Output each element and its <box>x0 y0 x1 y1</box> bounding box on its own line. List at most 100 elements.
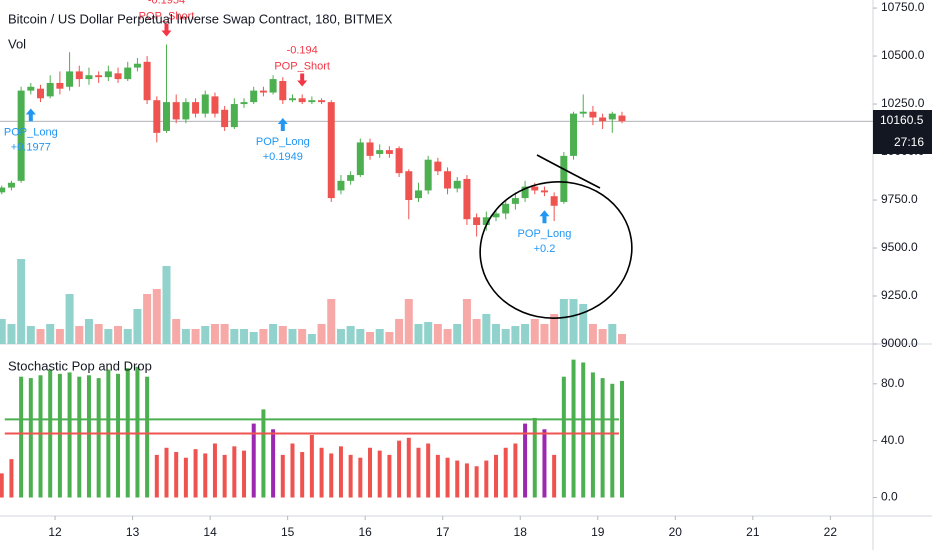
candle-body <box>56 82 64 89</box>
candle-body <box>288 98 296 101</box>
volume-bar <box>7 324 16 344</box>
stoch-bar <box>9 459 14 498</box>
y-tick-label: 10500.0 <box>881 48 925 62</box>
volume-bar <box>162 266 171 344</box>
candle-body <box>250 90 258 103</box>
volume-bar <box>385 332 394 344</box>
stoch-bar <box>135 366 140 498</box>
volume-bar <box>501 329 510 344</box>
stoch-bar <box>397 440 402 498</box>
stoch-bar <box>338 446 343 498</box>
countdown: 27:16 <box>894 135 924 149</box>
candle-body <box>27 86 35 91</box>
stoch-bar <box>503 447 508 498</box>
annotation-detail: -0.194 <box>287 44 318 56</box>
stoch-bar <box>232 446 237 498</box>
stoch-bar <box>581 362 586 498</box>
stoch-bar <box>261 409 266 498</box>
stoch-bar <box>590 372 595 498</box>
x-tick-label: 16 <box>358 525 372 539</box>
stoch-bar <box>251 423 256 498</box>
candle-body <box>521 186 529 199</box>
countdown-box <box>873 132 932 154</box>
indicator-title: Stochastic Pop and Drop <box>8 358 152 373</box>
volume-bar <box>46 324 55 344</box>
stoch-bar <box>67 372 72 498</box>
stoch-bar <box>271 429 276 498</box>
stoch-bar <box>222 454 227 498</box>
candle-body <box>570 113 578 156</box>
stoch-bar <box>154 454 159 498</box>
x-tick-label: 17 <box>436 525 450 539</box>
stoch-bar <box>561 376 566 498</box>
volume-bar <box>84 319 93 344</box>
stoch-bar <box>19 376 24 498</box>
last-price: 10160.5 <box>880 113 924 127</box>
volume-bar <box>94 324 103 344</box>
candle-body <box>172 102 180 120</box>
annotation-detail: +0.1949 <box>263 151 303 163</box>
candle-body <box>259 90 267 93</box>
candle-body <box>424 159 432 191</box>
volume-bar <box>114 326 123 344</box>
y-tick-label: 9750.0 <box>881 192 918 206</box>
candle-body <box>434 161 442 172</box>
y-tick-label: 9250.0 <box>881 288 918 302</box>
candle-body <box>85 75 93 80</box>
volume-bar <box>17 259 26 344</box>
stoch-bar <box>145 376 150 498</box>
volume-bar <box>65 294 74 344</box>
candle-body <box>511 198 519 204</box>
stoch-bar <box>474 466 479 498</box>
volume-bar <box>598 329 607 344</box>
volume-bar <box>375 329 384 344</box>
candle-body <box>473 217 481 225</box>
candle-body <box>269 79 277 93</box>
stoch-bar <box>203 453 208 498</box>
candle-body <box>162 102 170 131</box>
candle-body <box>133 63 141 68</box>
stoch-bar <box>319 447 324 498</box>
stoch-bar <box>455 460 460 498</box>
volume-bar <box>230 329 239 344</box>
volume-bar <box>55 329 64 344</box>
stoch-bar <box>358 457 363 498</box>
candle-body <box>550 196 558 206</box>
candle-body <box>143 61 151 101</box>
y-tick-label: 10750.0 <box>881 0 925 14</box>
candle-body <box>308 100 316 103</box>
volume-bar <box>453 324 462 344</box>
long-arrow <box>25 108 36 122</box>
y-tick-label: 80.0 <box>881 376 905 390</box>
volume-bar <box>569 299 578 344</box>
stoch-bar <box>445 457 450 498</box>
candle-body <box>211 96 219 114</box>
candle-body <box>46 82 54 97</box>
stoch-bar <box>329 453 334 498</box>
x-tick-label: 21 <box>746 525 760 539</box>
candle-body <box>356 142 364 176</box>
volume-bar <box>259 329 268 344</box>
volume-bar <box>540 324 549 344</box>
volume-bar <box>366 332 375 344</box>
volume-bar <box>298 329 307 344</box>
volume-bar <box>75 326 84 344</box>
volume-bar <box>443 329 452 344</box>
x-tick-label: 18 <box>514 525 528 539</box>
candle-body <box>531 186 539 191</box>
stoch-bar <box>183 457 188 498</box>
stoch-bar <box>309 434 314 498</box>
volume-bar <box>550 314 559 344</box>
volume-bar <box>201 326 210 344</box>
volume-bar <box>346 326 355 344</box>
volume-bar <box>559 299 568 344</box>
candle-body <box>17 90 25 181</box>
candle-body <box>240 102 248 105</box>
annotation-label: POP_Short <box>274 60 330 72</box>
volume-bar <box>317 324 326 344</box>
candle-body <box>182 102 190 120</box>
candle-body <box>75 71 83 80</box>
volume-bar <box>336 329 345 344</box>
candle-body <box>405 171 413 201</box>
